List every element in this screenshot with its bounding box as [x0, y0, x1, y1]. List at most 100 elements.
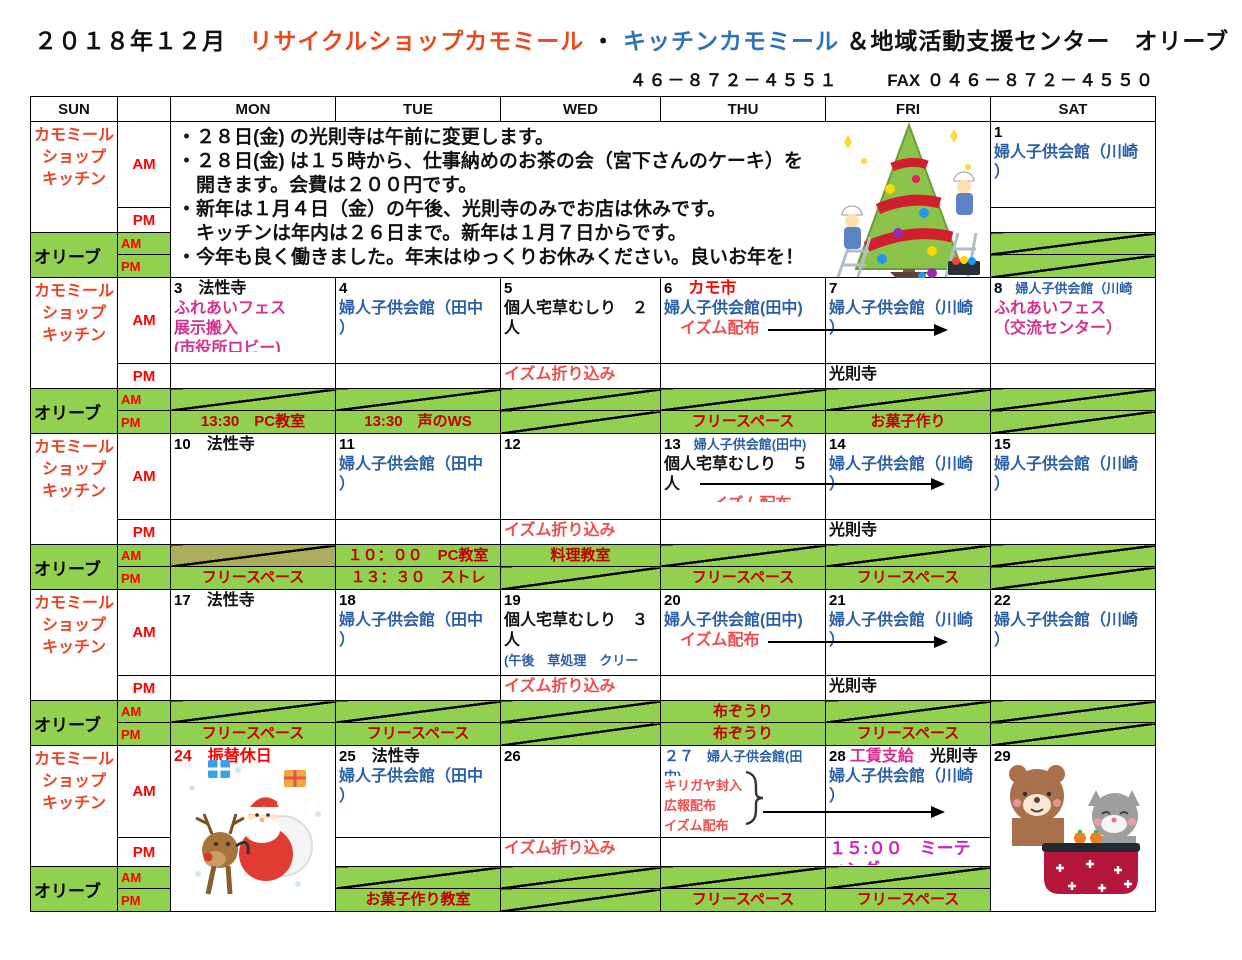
am-label: AM — [117, 745, 171, 838]
event-text: キリガヤ封入 — [664, 778, 743, 793]
event-text: 25 — [339, 748, 356, 765]
event-line: ） — [994, 475, 1152, 495]
event-text: 中) — [664, 769, 681, 776]
event-text: 光則寺 — [829, 522, 878, 539]
olive-am-row: オリーブ AM — [30, 866, 1156, 912]
event-line: ） — [829, 631, 987, 651]
event-text: 法性寺 — [190, 592, 255, 609]
event-line: ） — [994, 163, 1152, 183]
event-line: 20 — [664, 591, 822, 611]
event-text: ） — [994, 476, 1011, 493]
event-text: 婦人子供会館（川崎 — [994, 456, 1139, 473]
olive-activity: 布ぞうり — [712, 725, 773, 742]
event-text: 婦人子供会館(田中) — [664, 612, 803, 629]
event-text: イズム配布 — [664, 818, 729, 833]
day-cell: 12 — [500, 433, 661, 520]
event-text: イズム配布 — [664, 632, 760, 649]
day-cell: 8 婦人子供会館（川崎 ふれあいフェス （交流センター） — [990, 277, 1156, 364]
olive-activity: 13:30 声のWS — [364, 413, 472, 430]
header-tue: TUE — [335, 96, 501, 122]
day-cell — [170, 675, 336, 701]
day-cell: 13 婦人子供会館(田中)個人宅草むしり ５人 イズム配布 — [660, 433, 826, 520]
title-kitchen-name: キッチンカモミール — [623, 28, 840, 54]
event-line: 婦人子供会館（川崎 — [994, 611, 1152, 631]
event-line: 人 — [504, 631, 657, 651]
olive-cell — [825, 700, 991, 723]
event-text: 11 — [339, 436, 355, 453]
day-cell: 5 個人宅草むしり ２ 人 — [500, 277, 661, 364]
event-text: イズム折り込み — [504, 522, 616, 539]
olive-am-label: AM — [117, 232, 171, 255]
event-text: ） — [829, 476, 846, 493]
event-line: 婦人子供会館（田中 — [339, 767, 497, 787]
chamomile-label: カモミール ショップ キッチン — [30, 433, 118, 545]
notice-line: キッチンは年内は２６日まで。新年は１月７日からです。 — [177, 223, 687, 244]
olive-activity: フリースペース — [856, 569, 960, 586]
chamomile-am-row: カモミール ショップ キッチン AM 24 振替休日 25 法性寺 婦人子供会館（田中）… — [30, 745, 1156, 912]
event-text: 10 — [174, 436, 191, 453]
olive-label: オリーブ — [30, 866, 118, 912]
event-text: イズム配布 — [664, 320, 760, 337]
day-cell: 6 カモ市 婦人子供会館(田中) イズム配布 — [660, 277, 826, 364]
event-line: 28 工賃支給 光則寺 — [829, 747, 987, 767]
olive-pm-label: PM — [117, 722, 171, 746]
event-line: 婦人子供会館(田中) — [664, 611, 822, 631]
olive-pm-row: PM — [31, 254, 1156, 278]
olive-activity: お菓子作り — [870, 413, 946, 430]
event-text: カモ市 — [672, 280, 737, 297]
olive-cell — [500, 700, 661, 723]
olive-label: オリーブ — [30, 232, 118, 278]
event-line: イズム配布 — [664, 495, 822, 502]
event-line: 展示搬入 — [174, 319, 332, 339]
notice-cell: ・２８日(金) の光則寺は午前に変更します。 ・２８日(金) は１５時から、仕事納… — [170, 121, 991, 278]
event-text: ） — [829, 788, 846, 805]
fax-label: FAX — [887, 71, 921, 90]
event-line: 4 — [339, 279, 497, 299]
event-text: 展示搬入 — [174, 320, 239, 337]
event-text: 個人宅草むしり ５ — [664, 456, 809, 473]
event-line: キリガヤ封入 — [664, 776, 822, 796]
chamomile-label: カモミール ショップ キッチン — [30, 121, 118, 233]
event-text: 7 — [829, 280, 838, 297]
olive-am-row: オリーブ AM 布ぞうり — [30, 700, 1156, 746]
event-text: イズム折り込み — [504, 678, 616, 695]
event-line: 18 — [339, 591, 497, 611]
event-text: 婦人子供会館（田中 — [339, 768, 484, 785]
olive-label: オリーブ — [30, 388, 118, 434]
day-cell: 20 婦人子供会館(田中) イズム配布 — [660, 589, 826, 676]
day-cell: イズム折り込み — [500, 675, 661, 701]
day-cell — [170, 363, 336, 389]
event-line: イズム配布 — [664, 816, 822, 836]
pm-label: PM — [117, 675, 171, 701]
event-text: 4 — [339, 280, 348, 297]
event-text: 24 振替休日 — [174, 748, 272, 765]
event-text: 28 — [829, 748, 850, 765]
event-line: 8 婦人子供会館（川崎 — [994, 279, 1152, 299]
pm-label: PM — [117, 519, 171, 545]
day-cell — [335, 519, 501, 545]
day-cell — [990, 207, 1156, 233]
olive-cell — [990, 722, 1156, 746]
olive-am-label: AM — [117, 866, 171, 889]
event-line: 婦人子供会館（川崎 — [994, 455, 1152, 475]
event-text: 22 — [994, 592, 1011, 609]
olive-activity: フリースペース — [691, 413, 795, 430]
event-line: ２７ 婦人子供会館(田 — [664, 747, 822, 767]
chamomile-am-row: カモミール ショップ キッチン AM ・２８日(金) の光則寺は午前に変更します。・… — [30, 121, 1156, 278]
olive-cell — [990, 410, 1156, 434]
olive-activity: フリースペース — [856, 891, 960, 908]
event-text: ２７ — [664, 748, 695, 765]
event-line: 婦人子供会館（川崎 — [829, 299, 987, 319]
olive-cell: フリースペース — [825, 566, 991, 590]
olive-activity: フリースペース — [691, 569, 795, 586]
event-line: １５:００ ミーテ — [829, 839, 987, 860]
olive-cell: フリースペース — [170, 722, 336, 746]
event-text: 婦人子供会館（川崎 — [829, 456, 974, 473]
event-text: (午後 草処理 クリー — [504, 653, 639, 668]
event-line: 15 — [994, 435, 1152, 455]
event-line: 11 — [339, 435, 497, 455]
chamomile-am-row: カモミール ショップ キッチン AM 3 法性寺 ふれあいフェス 展示搬入 (市役所ロビー… — [30, 277, 1156, 389]
event-line: ） — [339, 475, 497, 495]
olive-am-label: AM — [117, 700, 171, 723]
